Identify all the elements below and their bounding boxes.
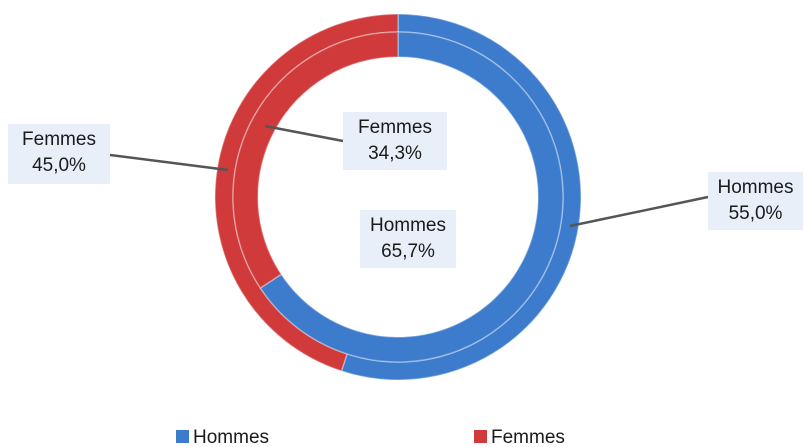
legend-label: Femmes: [491, 427, 565, 447]
data-label-name: Hommes: [370, 215, 446, 236]
leader-line: [109, 153, 229, 172]
legend-swatch: [176, 430, 189, 443]
legend-swatch: [474, 430, 487, 443]
leader-line: [264, 124, 344, 143]
label-box: [343, 112, 447, 170]
data-label-value: 65,7%: [381, 241, 435, 262]
data-label-name: Femmes: [22, 129, 96, 150]
label-box: [708, 172, 803, 230]
label-box: [8, 124, 110, 184]
donut-segment: [232, 31, 399, 290]
legend-label: Hommes: [193, 427, 269, 447]
data-label-value: 34,3%: [368, 143, 422, 164]
leader-line: [569, 195, 709, 228]
label-box: [360, 210, 456, 268]
data-label-name: Femmes: [358, 117, 432, 138]
data-label-name: Hommes: [717, 177, 793, 198]
data-label-value: 45,0%: [32, 155, 86, 176]
donut-segment: [259, 31, 564, 363]
data-label-value: 55,0%: [729, 203, 783, 224]
